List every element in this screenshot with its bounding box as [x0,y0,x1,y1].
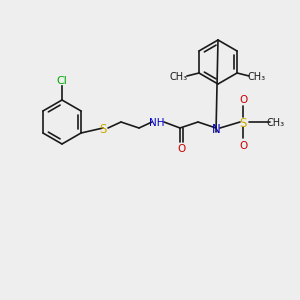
Text: NH: NH [149,118,165,128]
Text: S: S [99,123,107,136]
Text: N: N [212,123,220,136]
Text: O: O [177,144,185,154]
Text: O: O [239,95,247,105]
Text: CH₃: CH₃ [248,72,266,82]
Text: S: S [239,117,247,130]
Text: Cl: Cl [57,76,68,86]
Text: CH₃: CH₃ [267,118,285,128]
Text: O: O [239,141,247,151]
Text: CH₃: CH₃ [170,72,188,82]
